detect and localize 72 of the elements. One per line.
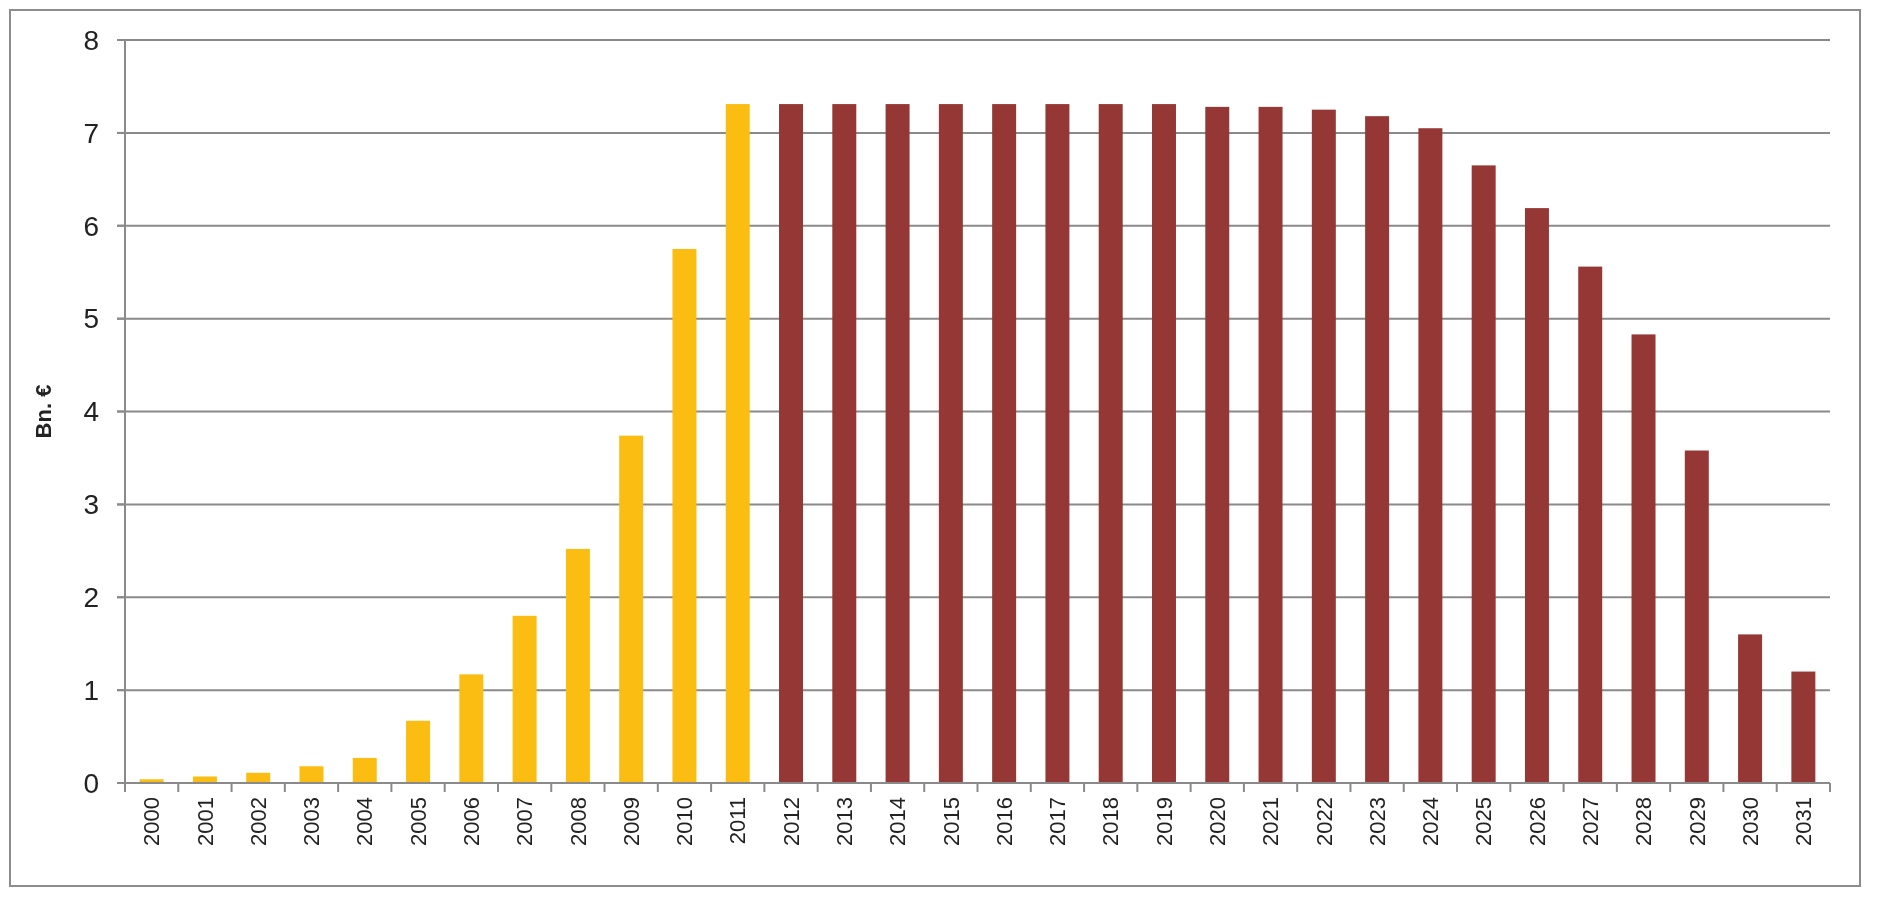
bar [192, 776, 217, 783]
y-tick-label: 8 [83, 24, 99, 56]
y-tick-label: 2 [83, 582, 99, 614]
bar [885, 104, 910, 783]
bar [1684, 450, 1709, 783]
x-tick-label: 2002 [245, 797, 271, 846]
x-tick-label: 2004 [352, 797, 378, 846]
y-tick-label: 0 [83, 767, 99, 799]
y-tick-label: 6 [83, 210, 99, 242]
x-tick-label: 2022 [1311, 797, 1337, 846]
x-tick-label: 2019 [1151, 797, 1177, 846]
y-tick-label: 4 [83, 396, 99, 428]
bar [725, 104, 750, 783]
bar [1738, 634, 1763, 783]
x-tick-label: 2015 [938, 797, 964, 846]
bar [1365, 116, 1390, 783]
x-tick-label: 2014 [885, 797, 911, 846]
bar [1098, 104, 1123, 783]
x-tick-label: 2009 [618, 797, 644, 846]
x-tick-label: 2028 [1631, 797, 1657, 846]
bar [512, 615, 537, 783]
bar [1524, 208, 1549, 783]
x-tick-label: 2026 [1524, 797, 1550, 846]
bar [299, 766, 324, 783]
bar [672, 248, 697, 783]
x-tick-label: 2018 [1098, 797, 1124, 846]
x-tick-label: 2001 [192, 797, 218, 846]
bar [459, 674, 484, 783]
y-axis-title: Bn. € [30, 384, 56, 439]
y-tick-label: 1 [83, 674, 99, 706]
x-tick-label: 2013 [832, 797, 857, 846]
bar [1045, 104, 1070, 783]
x-tick-label: 2020 [1204, 797, 1230, 846]
x-tick-label: 2023 [1364, 797, 1390, 846]
bar [1205, 106, 1230, 783]
x-tick-label: 2016 [991, 797, 1017, 846]
x-tick-label: 2021 [1258, 797, 1284, 846]
bar [1311, 109, 1336, 783]
bar [992, 104, 1017, 783]
y-tick-label: 7 [83, 117, 99, 149]
x-tick-label: 2030 [1737, 797, 1763, 846]
x-tick-label: 2003 [299, 797, 325, 846]
bar [1418, 128, 1443, 783]
x-tick-label: 2017 [1045, 797, 1071, 846]
x-tick-label: 2024 [1418, 797, 1444, 846]
bar [565, 548, 590, 783]
x-tick-label: 2000 [139, 797, 165, 846]
bar [832, 104, 857, 783]
bar [1258, 106, 1283, 783]
bar [938, 104, 963, 783]
x-tick-label: 2008 [565, 797, 591, 846]
x-tick-label: 2006 [459, 797, 485, 846]
x-tick-label: 2010 [672, 797, 698, 846]
y-tick-label: 3 [83, 489, 99, 521]
x-tick-label: 2011 [725, 797, 751, 845]
bar [779, 104, 803, 783]
x-tick-label: 2012 [778, 797, 804, 846]
bar [406, 720, 431, 783]
x-tick-label: 2007 [512, 797, 538, 846]
bar [1152, 104, 1176, 783]
bar [1578, 266, 1603, 783]
bar [1471, 165, 1496, 783]
bar [352, 757, 377, 783]
y-tick-label: 5 [83, 303, 99, 335]
x-tick-label: 2031 [1791, 797, 1817, 846]
x-tick-label: 2029 [1684, 797, 1710, 846]
bar [1631, 334, 1656, 783]
x-tick-label: 2005 [405, 797, 431, 846]
bar [1791, 671, 1816, 783]
x-tick-label: 2027 [1577, 797, 1603, 846]
bar [619, 435, 644, 783]
x-tick-label: 2025 [1471, 797, 1497, 846]
